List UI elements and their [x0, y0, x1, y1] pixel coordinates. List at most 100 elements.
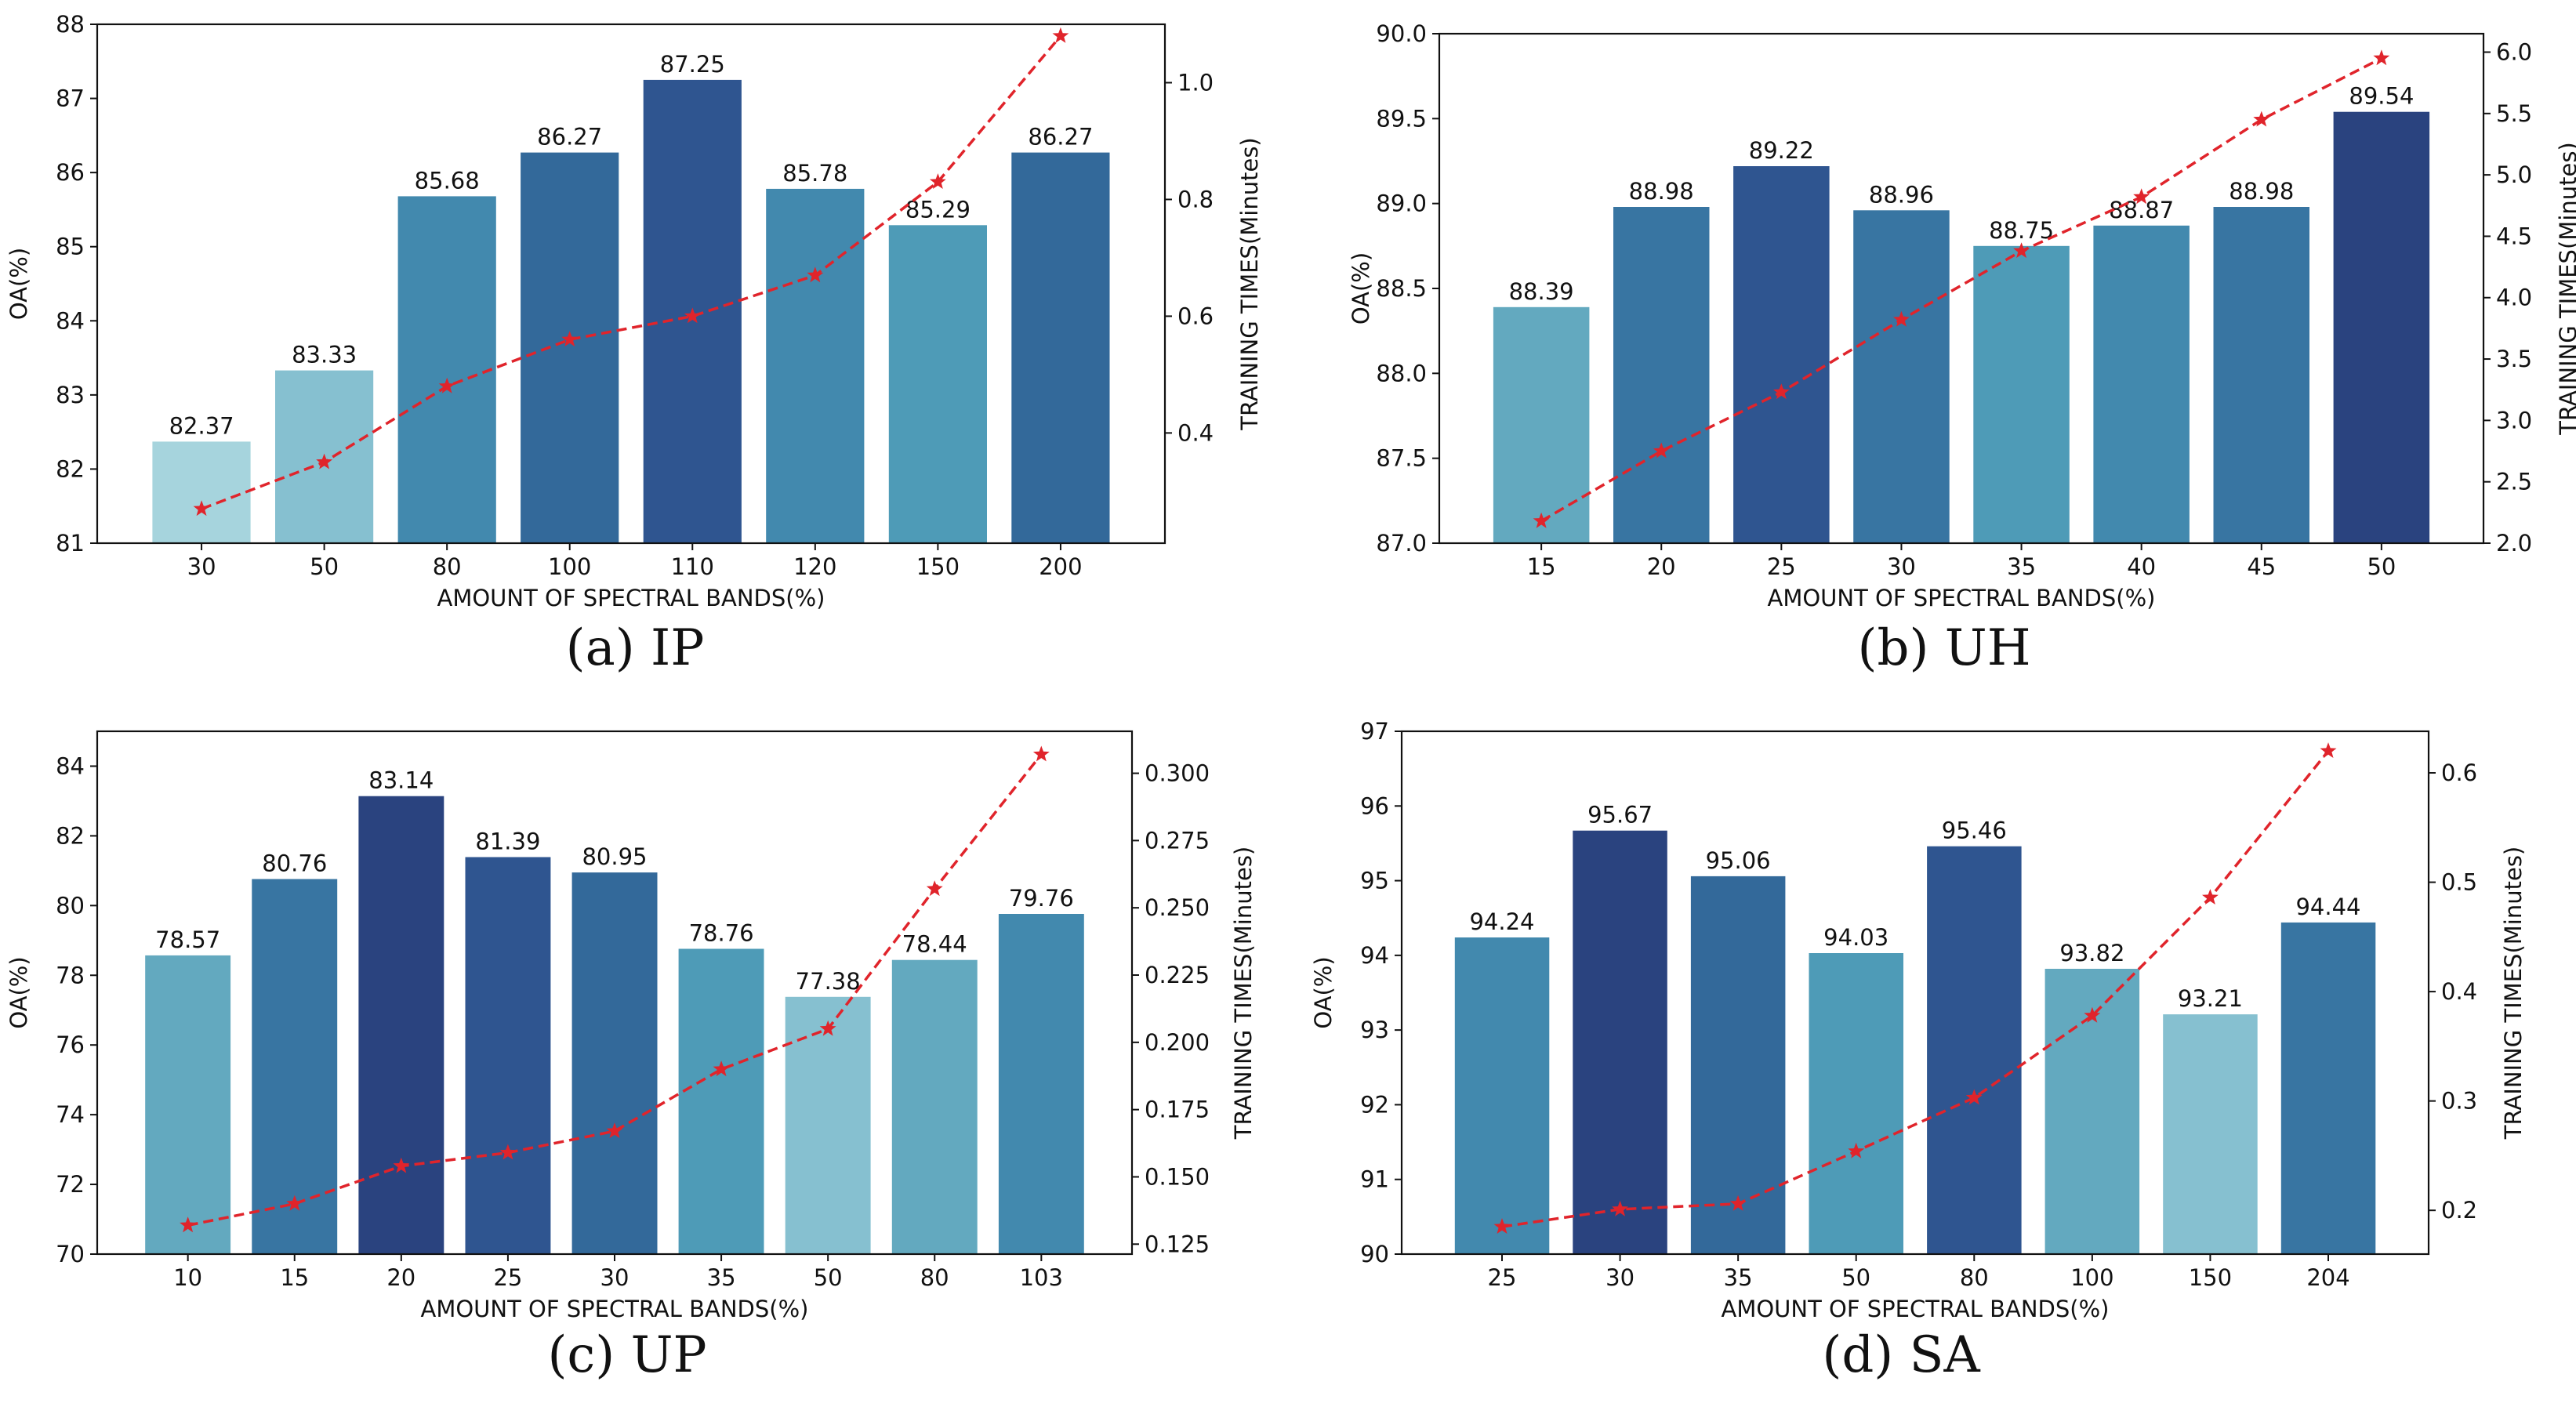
sa-x-tick-label: 80	[1960, 1264, 1989, 1291]
uh-y2-tick-label: 2.5	[2496, 469, 2532, 495]
uh-x-tick-label: 30	[1887, 553, 1916, 580]
sa-x-tick-label: 25	[1488, 1264, 1517, 1291]
sa-time-point	[1612, 1200, 1628, 1216]
sa-y-tick-label: 91	[1360, 1166, 1389, 1193]
sa-bar-value-label: 95.67	[1587, 802, 1653, 828]
ip-x-tick-label: 100	[548, 553, 591, 580]
up-time-point	[1032, 745, 1050, 762]
uh-y2-tick-label: 5.0	[2496, 161, 2532, 188]
up-bar	[571, 872, 658, 1254]
uh-bar-value-label: 88.87	[2109, 197, 2174, 223]
sa-y2-tick-label: 0.2	[2441, 1197, 2477, 1224]
ip-bar-value-label: 83.33	[292, 342, 357, 368]
sa-time-line	[1501, 750, 2330, 1228]
uh-bar	[2213, 207, 2309, 543]
sa-bar	[1927, 846, 2022, 1254]
sa-y2-tick-label: 0.4	[2441, 978, 2477, 1005]
sa-bar	[1809, 953, 1903, 1254]
sa-x-tick-label: 50	[1841, 1264, 1870, 1291]
uh-time-point	[2013, 242, 2030, 259]
ip-time-point	[561, 331, 579, 347]
ip-x-tick-label: 120	[793, 553, 836, 580]
ip-y2-tick-label: 1.0	[1177, 70, 1214, 96]
ip-y-tick-label: 86	[56, 159, 85, 186]
up-y-tick-label: 72	[56, 1171, 85, 1198]
ip-y-tick-label: 84	[56, 307, 85, 334]
ip-y-tick-label: 82	[56, 455, 85, 482]
uh-bar	[2333, 111, 2430, 543]
uh-y2-tick-label: 3.5	[2496, 346, 2532, 372]
uh-time-point	[1893, 310, 1910, 327]
ip-y2-tick-label: 0.4	[1177, 419, 1214, 446]
ip-y-axis-label: OA(%)	[5, 248, 32, 320]
sa-y2-tick-label: 0.6	[2441, 760, 2477, 786]
ip-bar	[152, 441, 251, 543]
ip-y-tick-label: 83	[56, 382, 85, 408]
ip-x-tick-label: 200	[1039, 553, 1082, 580]
uh-bar-value-label: 88.98	[2229, 178, 2294, 205]
ip-y-tick-label: 81	[56, 530, 85, 557]
ip-y-tick-label: 88	[56, 11, 85, 38]
up-y2-axis-label: TRAINING TIMES(Minutes)	[1230, 847, 1257, 1140]
ip-bar-value-label: 87.25	[660, 51, 725, 78]
sa-x-tick-label: 30	[1605, 1264, 1634, 1291]
ip-x-tick-label: 30	[187, 553, 216, 580]
ip-bar	[397, 196, 496, 543]
up-y-tick-label: 76	[56, 1031, 85, 1058]
uh-bar-value-label: 89.22	[1749, 137, 1814, 164]
up-y2-tick-label: 0.150	[1145, 1164, 1210, 1191]
sa-x-axis-label: AMOUNT OF SPECTRAL BANDS(%)	[1722, 1296, 2110, 1322]
uh-y-axis-label: OA(%)	[1348, 252, 1374, 324]
up-plot-frame	[96, 730, 1134, 1256]
ip-time-point	[807, 266, 824, 283]
sa-time-point	[1848, 1142, 1865, 1158]
up-x-tick-label: 30	[600, 1264, 629, 1291]
sa-bar-value-label: 94.03	[1823, 924, 1888, 951]
uh-x-tick-label: 25	[1767, 553, 1796, 580]
up-bar-value-label: 83.14	[368, 767, 434, 794]
ip-bar	[1011, 152, 1110, 543]
ip-x-tick-label: 150	[916, 553, 960, 580]
up-y2-tick-label: 0.125	[1145, 1231, 1210, 1257]
sa-y-axis-label: OA(%)	[1310, 956, 1337, 1028]
up-bar-value-label: 80.76	[262, 850, 327, 877]
up-time-point	[819, 1020, 836, 1036]
uh-bar-value-label: 88.96	[1869, 181, 1934, 208]
up-x-tick-label: 50	[814, 1264, 843, 1291]
ip-bar	[766, 188, 865, 543]
sa-bar-value-label: 95.46	[1942, 818, 2007, 844]
sa-time-point	[2320, 742, 2337, 758]
up-x-tick-label: 10	[173, 1264, 202, 1291]
up-time-point	[180, 1216, 197, 1233]
up-bar	[891, 959, 978, 1254]
up-bar-value-label: 79.76	[1009, 885, 1074, 912]
up-time-point	[393, 1157, 410, 1173]
up-x-tick-label: 20	[386, 1264, 415, 1291]
uh-x-tick-label: 20	[1647, 553, 1676, 580]
sa-x-tick-label: 150	[2189, 1264, 2232, 1291]
sa-y2-tick-label: 0.3	[2441, 1088, 2477, 1115]
sa-y-tick-label: 96	[1360, 792, 1389, 819]
uh-bar-value-label: 89.54	[2349, 83, 2414, 110]
ip-x-axis-label: AMOUNT OF SPECTRAL BANDS(%)	[437, 585, 825, 611]
sa-bar	[1454, 937, 1550, 1254]
up-x-axis-label: AMOUNT OF SPECTRAL BANDS(%)	[421, 1296, 809, 1322]
ip-caption: (a) IP	[566, 619, 705, 677]
up-time-point	[286, 1195, 303, 1211]
up-y-tick-label: 78	[56, 962, 85, 988]
up-bar-value-label: 78.76	[689, 920, 754, 947]
up-time-point	[926, 880, 943, 897]
ip-y2-tick-label: 0.6	[1177, 303, 1214, 329]
up-caption: (c) UP	[547, 1326, 706, 1384]
ip-x-tick-label: 50	[310, 553, 339, 580]
uh-time-point	[2253, 111, 2270, 127]
uh-y2-tick-label: 4.5	[2496, 223, 2532, 249]
up-bar	[358, 796, 444, 1254]
uh-y2-tick-label: 5.5	[2496, 100, 2532, 127]
uh-bar-value-label: 88.75	[1989, 217, 2054, 244]
up-x-tick-label: 103	[1020, 1264, 1063, 1291]
up-x-tick-label: 15	[280, 1264, 309, 1291]
up-y-tick-label: 84	[56, 753, 85, 780]
uh-x-tick-label: 15	[1527, 553, 1556, 580]
